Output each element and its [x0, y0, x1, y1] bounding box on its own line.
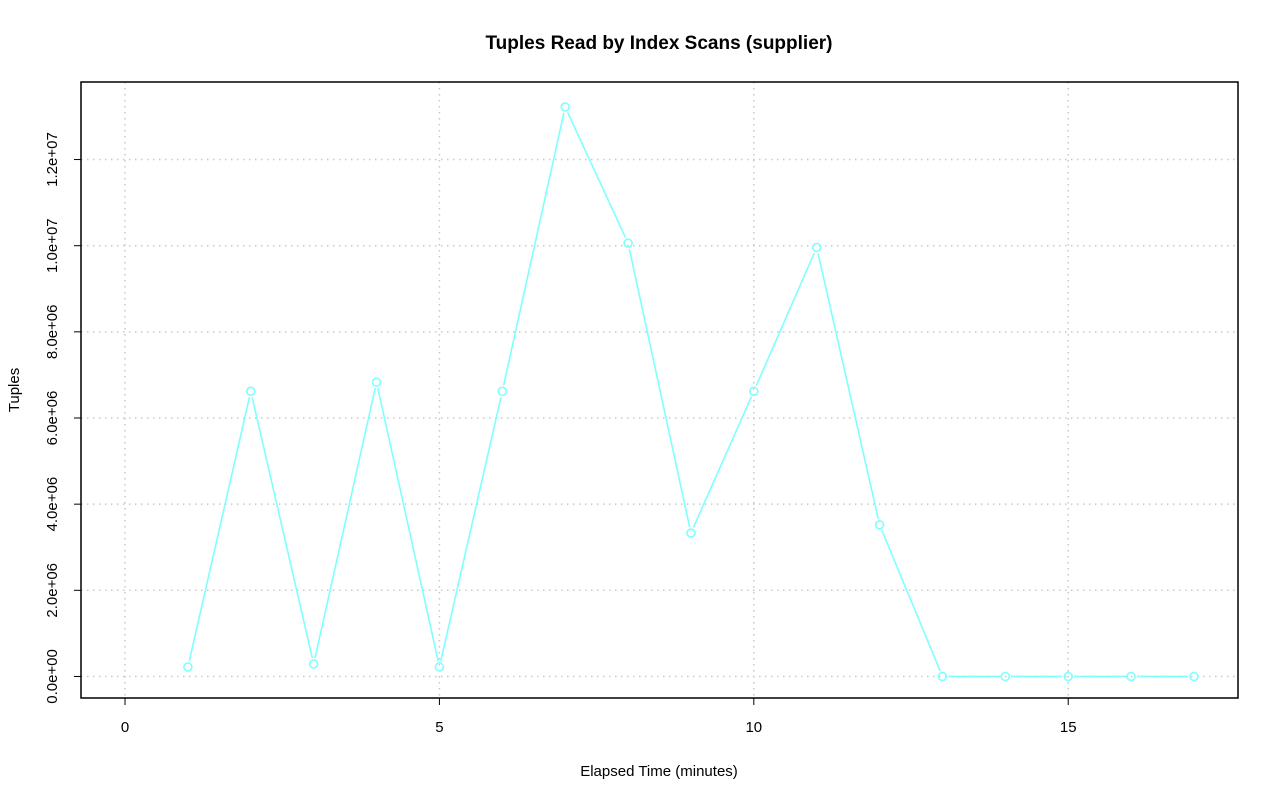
x-axis-label: Elapsed Time (minutes) [580, 763, 738, 780]
series-line-segment [439, 396, 502, 662]
series-line-segment [755, 252, 816, 387]
series-line-segment [817, 253, 880, 520]
data-point [183, 662, 193, 672]
y-axis-label: Tuples [6, 368, 23, 412]
series-line-segment [628, 248, 691, 528]
series-line-segment [566, 112, 627, 238]
data-point [686, 528, 696, 538]
data-point [1063, 671, 1074, 682]
series-plot [183, 102, 1199, 682]
series-line-segment [692, 396, 753, 528]
series-line-segment [188, 396, 251, 662]
x-tick-label: 15 [1060, 719, 1077, 736]
data-point [308, 659, 319, 669]
data-point [1000, 671, 1011, 682]
data-point [497, 386, 508, 397]
series-line-segment [314, 387, 377, 659]
x-tick-label: 0 [121, 719, 129, 736]
data-point [874, 520, 885, 530]
x-tick-label: 10 [745, 719, 762, 736]
y-tick-label: 1.0e+07 [44, 218, 61, 273]
y-tick-label: 8.0e+06 [44, 305, 61, 360]
y-tick-label: 6.0e+06 [44, 391, 61, 446]
y-tick-label: 4.0e+06 [44, 477, 61, 532]
y-tick-label: 1.2e+07 [44, 132, 61, 187]
data-point [434, 662, 445, 672]
grid-lines [81, 82, 1238, 698]
data-point [245, 386, 256, 397]
x-tick-label: 5 [435, 719, 443, 736]
data-point [1189, 671, 1199, 682]
y-tick-label: 2.0e+06 [44, 563, 61, 618]
data-point [371, 377, 382, 388]
data-point [623, 238, 633, 248]
data-point [937, 671, 948, 682]
series-line-segment [377, 387, 439, 662]
series-line-segment [251, 396, 314, 659]
data-point [1126, 671, 1136, 682]
data-point [560, 102, 570, 112]
chart-title: Tuples Read by Index Scans (supplier) [485, 33, 832, 54]
y-tick-label: 0.0e+00 [44, 649, 61, 704]
data-point [811, 242, 822, 253]
series-line-segment [881, 530, 941, 672]
axis-ticks: 0 5 10 15 0.0e+00 2.0e+06 4.0e+06 6.0e+06 8.0e+0… [44, 132, 1077, 736]
series-line-segment [502, 112, 565, 386]
plot-frame [80, 81, 1239, 699]
data-point [749, 386, 759, 397]
